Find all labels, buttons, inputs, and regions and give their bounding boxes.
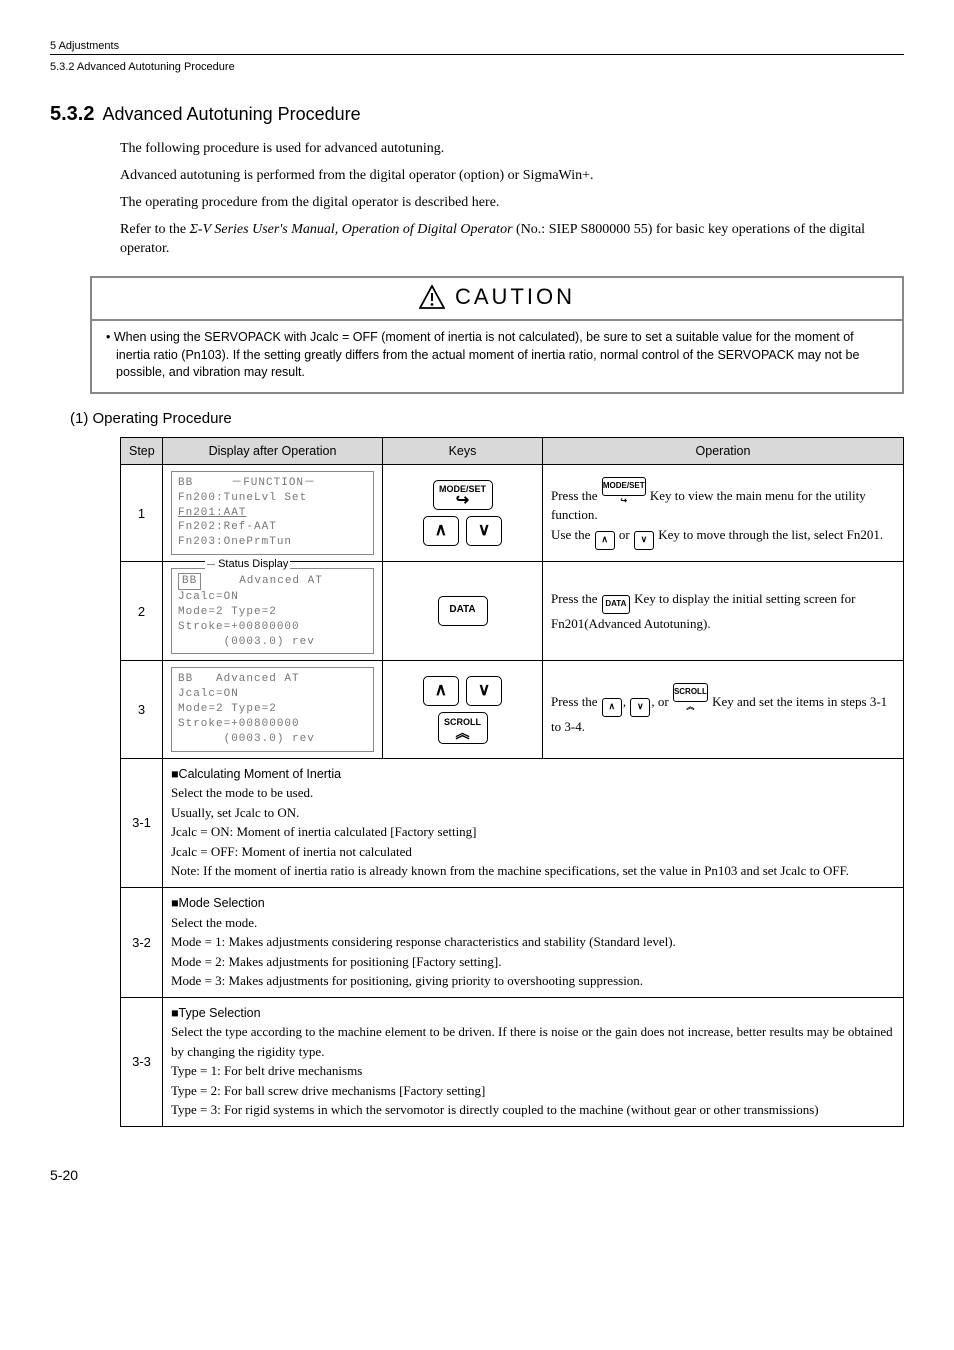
keys-cell: ∧ ∨ SCROLL︽ <box>383 661 543 758</box>
lcd-screen: BB Advanced AT Jcalc=ON Mode=2 Type=2 St… <box>171 667 374 751</box>
table-row: 1 BB －FUNCTION－ Fn200:TuneLvl Set Fn201:… <box>121 464 904 561</box>
lcd-screen: BB －FUNCTION－ Fn200:TuneLvl Set Fn201:AA… <box>171 471 374 555</box>
caution-label: CAUTION <box>455 284 575 310</box>
page-number: 5-20 <box>50 1167 904 1183</box>
table-header-row: Step Display after Operation Keys Operat… <box>121 437 904 464</box>
step-num: 3-3 <box>121 997 163 1126</box>
intro-p4: Refer to the Σ-V Series User's Manual, O… <box>120 221 894 259</box>
sub-step-cell: ■Type Selection Select the type accordin… <box>163 997 904 1126</box>
keys-cell: DATA <box>383 562 543 661</box>
step-num: 2 <box>121 562 163 661</box>
down-key-inline: ∨ <box>634 531 654 550</box>
operation-cell: Press the ∧, ∨, or SCROLL︽ Key and set t… <box>543 661 904 758</box>
down-key: ∨ <box>466 676 502 706</box>
step-num: 1 <box>121 464 163 561</box>
chapter-header: 5 Adjustments <box>50 40 904 52</box>
intro-p1: The following procedure is used for adva… <box>120 140 894 159</box>
lcd-screen: BB Advanced AT Jcalc=ON Mode=2 Type=2 St… <box>171 568 374 654</box>
section-ref: 5.3.2 Advanced Autotuning Procedure <box>50 61 904 73</box>
step-num: 3 <box>121 661 163 758</box>
intro-p3: The operating procedure from the digital… <box>120 194 894 213</box>
caution-box: CAUTION • When using the SERVOPACK with … <box>90 276 904 394</box>
status-label: Status Display <box>205 558 290 570</box>
down-key: ∨ <box>466 516 502 546</box>
sub-step-cell: ■Calculating Moment of Inertia Select th… <box>163 758 904 887</box>
step-num: 3-2 <box>121 887 163 997</box>
intro-p2: Advanced autotuning is performed from th… <box>120 167 894 186</box>
sub-title: ■Mode Selection <box>171 894 895 913</box>
display-cell: BB Advanced AT Jcalc=ON Mode=2 Type=2 St… <box>163 661 383 758</box>
table-row: 3 BB Advanced AT Jcalc=ON Mode=2 Type=2 … <box>121 661 904 758</box>
warning-icon <box>419 285 445 309</box>
section-title: Advanced Autotuning Procedure <box>102 104 360 125</box>
scroll-key-inline: SCROLL︽ <box>673 683 708 702</box>
modeset-key-inline: MODE/SET↪ <box>602 477 646 496</box>
table-row: 3-1 ■Calculating Moment of Inertia Selec… <box>121 758 904 887</box>
section-heading: 5.3.2 Advanced Autotuning Procedure <box>50 103 904 126</box>
down-key-inline: ∨ <box>630 698 650 717</box>
intro-p4a: Refer to the <box>120 222 190 237</box>
caution-text: • When using the SERVOPACK with Jcalc = … <box>92 321 902 392</box>
operation-cell: Press the MODE/SET↪ Key to view the main… <box>543 464 904 561</box>
th-keys: Keys <box>383 437 543 464</box>
operating-procedure-heading: (1) Operating Procedure <box>70 410 904 427</box>
modeset-key: MODE/SET↪ <box>433 480 493 510</box>
step-num: 3-1 <box>121 758 163 887</box>
procedure-table: Step Display after Operation Keys Operat… <box>120 437 904 1127</box>
section-number: 5.3.2 <box>50 103 94 126</box>
th-step: Step <box>121 437 163 464</box>
table-row: 2 Status Display BB Advanced AT Jcalc=ON… <box>121 562 904 661</box>
header-rule <box>50 54 904 55</box>
up-key-inline: ∧ <box>602 698 622 717</box>
table-row: 3-2 ■Mode Selection Select the mode. Mod… <box>121 887 904 997</box>
th-display: Display after Operation <box>163 437 383 464</box>
caution-header: CAUTION <box>92 278 902 321</box>
operation-cell: Press the DATA Key to display the initia… <box>543 562 904 661</box>
display-cell: BB －FUNCTION－ Fn200:TuneLvl Set Fn201:AA… <box>163 464 383 561</box>
data-key-inline: DATA <box>602 595 630 614</box>
up-key-inline: ∧ <box>595 531 615 550</box>
sub-title: ■Type Selection <box>171 1004 895 1023</box>
keys-cell: MODE/SET↪ ∧ ∨ <box>383 464 543 561</box>
intro-p4-manual: Σ-V Series User's Manual, Operation of D… <box>190 222 513 237</box>
up-key: ∧ <box>423 516 459 546</box>
display-cell: Status Display BB Advanced AT Jcalc=ON M… <box>163 562 383 661</box>
th-operation: Operation <box>543 437 904 464</box>
data-key: DATA <box>438 596 488 626</box>
up-key: ∧ <box>423 676 459 706</box>
table-row: 3-3 ■Type Selection Select the type acco… <box>121 997 904 1126</box>
sub-title: ■Calculating Moment of Inertia <box>171 765 895 784</box>
scroll-key: SCROLL︽ <box>438 712 488 744</box>
sub-step-cell: ■Mode Selection Select the mode. Mode = … <box>163 887 904 997</box>
